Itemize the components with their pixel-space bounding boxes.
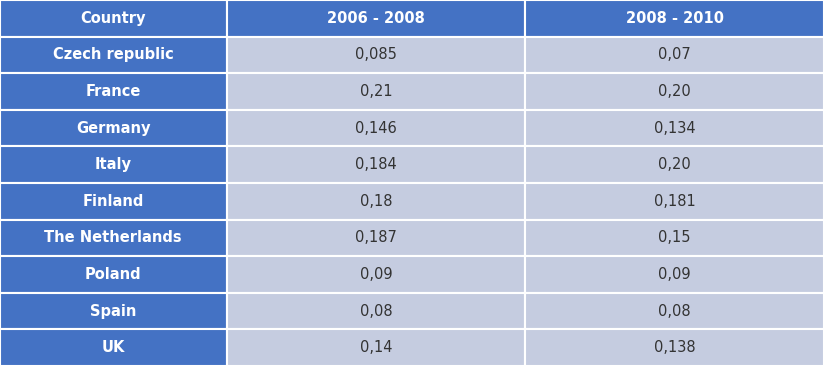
Text: 0,15: 0,15: [658, 231, 691, 245]
Bar: [0, 110, 227, 146]
Bar: [227, 73, 525, 110]
Text: 0,07: 0,07: [658, 48, 691, 62]
Bar: [525, 220, 824, 256]
Bar: [0, 220, 227, 256]
Text: 0,21: 0,21: [359, 84, 392, 99]
Text: UK: UK: [101, 340, 125, 355]
Text: 2006 - 2008: 2006 - 2008: [327, 11, 425, 26]
Text: 0,085: 0,085: [355, 48, 397, 62]
Text: Italy: Italy: [95, 157, 132, 172]
Text: Czech republic: Czech republic: [53, 48, 174, 62]
Text: 0,184: 0,184: [355, 157, 397, 172]
Bar: [525, 183, 824, 220]
Bar: [227, 329, 525, 366]
Text: 0,14: 0,14: [360, 340, 392, 355]
Text: 0,18: 0,18: [360, 194, 392, 209]
Text: 0,138: 0,138: [653, 340, 695, 355]
Bar: [525, 37, 824, 73]
Text: 0,09: 0,09: [359, 267, 392, 282]
Text: Spain: Spain: [90, 304, 137, 318]
Text: Finland: Finland: [82, 194, 144, 209]
Bar: [227, 146, 525, 183]
Bar: [227, 220, 525, 256]
Text: Germany: Germany: [76, 121, 151, 135]
Text: Poland: Poland: [85, 267, 142, 282]
Text: 0,08: 0,08: [658, 304, 691, 318]
Bar: [525, 293, 824, 329]
Bar: [227, 110, 525, 146]
Text: 0,146: 0,146: [355, 121, 397, 135]
Text: 0,08: 0,08: [359, 304, 392, 318]
Bar: [0, 293, 227, 329]
Bar: [0, 0, 227, 37]
Text: The Netherlands: The Netherlands: [44, 231, 182, 245]
Text: 0,20: 0,20: [658, 157, 691, 172]
Text: France: France: [86, 84, 141, 99]
Bar: [0, 37, 227, 73]
Bar: [227, 0, 525, 37]
Bar: [0, 146, 227, 183]
Text: 0,09: 0,09: [658, 267, 691, 282]
Bar: [525, 256, 824, 293]
Bar: [525, 329, 824, 366]
Bar: [525, 0, 824, 37]
Bar: [0, 256, 227, 293]
Bar: [227, 37, 525, 73]
Bar: [0, 73, 227, 110]
Bar: [525, 110, 824, 146]
Bar: [0, 183, 227, 220]
Bar: [227, 183, 525, 220]
Bar: [227, 256, 525, 293]
Bar: [525, 73, 824, 110]
Text: 0,181: 0,181: [653, 194, 695, 209]
Bar: [227, 293, 525, 329]
Bar: [525, 146, 824, 183]
Text: 0,20: 0,20: [658, 84, 691, 99]
Text: 0,134: 0,134: [653, 121, 695, 135]
Text: 2008 - 2010: 2008 - 2010: [625, 11, 723, 26]
Bar: [0, 329, 227, 366]
Text: 0,187: 0,187: [355, 231, 397, 245]
Text: Country: Country: [81, 11, 146, 26]
